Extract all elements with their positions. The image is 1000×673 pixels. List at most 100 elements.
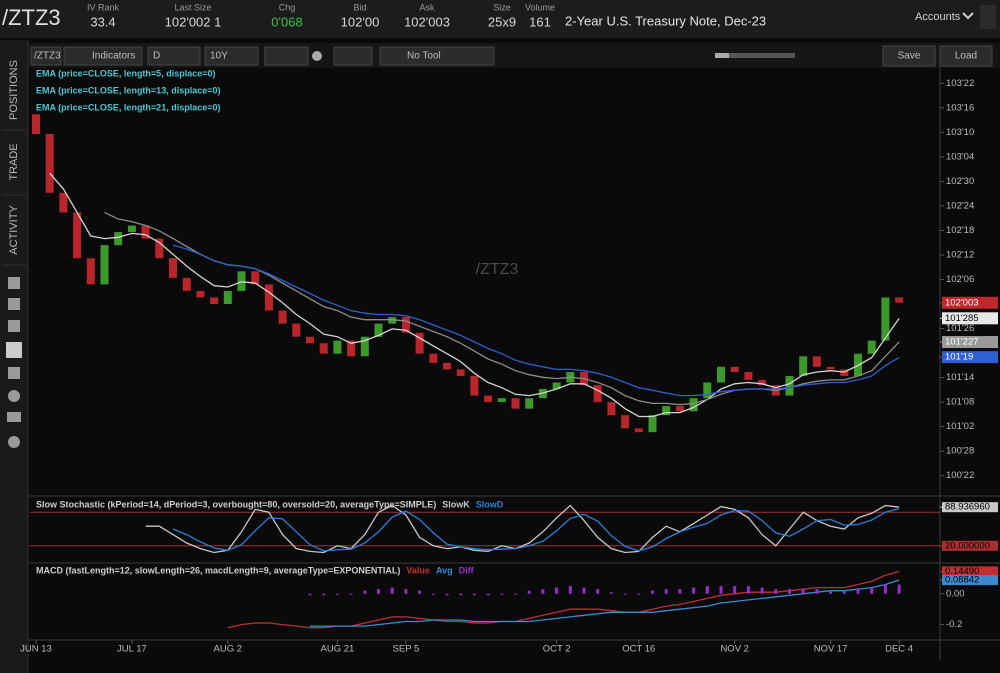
- side-tab[interactable]: TRADE: [8, 143, 20, 180]
- indicators-button[interactable]: [63, 46, 143, 66]
- settings-gear[interactable]: [312, 51, 322, 61]
- value-label-box: [942, 540, 998, 551]
- load-button[interactable]: [939, 45, 993, 67]
- field-value: 161: [529, 14, 551, 29]
- histogram-bar: [760, 587, 764, 594]
- histogram-bar: [527, 590, 531, 594]
- candle: [319, 343, 328, 354]
- save-button[interactable]: [882, 45, 936, 67]
- value-label: 0.14490: [945, 566, 979, 577]
- icon[interactable]: [8, 436, 20, 448]
- candle: [812, 356, 821, 367]
- price-label: 101'285: [945, 313, 979, 324]
- price-label-box: [942, 351, 998, 364]
- candle: [525, 398, 534, 409]
- icon[interactable]: [8, 277, 20, 289]
- x-tick-label: NOV 17: [814, 644, 848, 655]
- side-tab[interactable]: POSITIONS: [8, 60, 20, 120]
- ema-line: [172, 244, 900, 397]
- plot-layer: JUN 13 JUL 17 AUG 2 AUG 21 SEP 5 OCT 2 OCT 16 N…: [20, 68, 998, 655]
- histogram-bar: [363, 590, 367, 594]
- histogram-bar: [390, 587, 394, 594]
- histogram-bar: [459, 593, 463, 596]
- field-value: 25x9: [488, 14, 516, 29]
- candle: [511, 398, 520, 409]
- y-tick-label: 101'26: [946, 323, 974, 334]
- icon[interactable]: [8, 390, 20, 402]
- accounts-arrow[interactable]: [962, 12, 974, 20]
- histogram-bar: [568, 586, 572, 594]
- histogram-bar: [897, 584, 901, 594]
- aggregation-select[interactable]: [147, 46, 201, 66]
- icon[interactable]: [8, 320, 20, 332]
- indicators-label[interactable]: Indicators: [92, 51, 135, 62]
- style-select[interactable]: [264, 46, 309, 66]
- x-tick-label: JUL 17: [117, 644, 147, 655]
- candle: [278, 310, 287, 324]
- timeframe-select[interactable]: [204, 46, 259, 66]
- value-label: 0.08842: [945, 575, 979, 586]
- candle: [607, 402, 616, 416]
- header-bar: [0, 0, 1000, 38]
- histogram-bar: [842, 590, 846, 594]
- histogram-bar: [651, 590, 654, 594]
- symbol-box[interactable]: [30, 46, 62, 66]
- y-tick-label: 103'16: [946, 102, 974, 113]
- accounts-menu[interactable]: Accounts: [915, 11, 961, 23]
- histogram-bar: [746, 586, 750, 594]
- y-tick-label: 0.00: [946, 588, 965, 599]
- icon[interactable]: [6, 342, 22, 358]
- candle: [306, 336, 314, 344]
- symbol: /ZTZ3: [2, 5, 61, 30]
- aggregation[interactable]: D: [153, 51, 160, 62]
- x-tick-label: AUG 21: [321, 644, 355, 655]
- icon[interactable]: [7, 412, 21, 422]
- candle: [799, 356, 808, 376]
- icon[interactable]: [8, 298, 20, 310]
- y-tick-label: 102'30: [946, 176, 974, 187]
- field-label: IV Rank: [87, 2, 120, 12]
- y-tick-label: 100'22: [946, 470, 974, 481]
- candle: [360, 336, 369, 357]
- layout-select[interactable]: [333, 46, 373, 66]
- load-label[interactable]: Load: [955, 51, 977, 62]
- candle: [45, 133, 54, 193]
- icon[interactable]: [8, 367, 20, 379]
- histogram-bar: [486, 593, 490, 596]
- histogram-bar: [815, 589, 819, 594]
- candle: [169, 258, 177, 278]
- histogram-bar: [678, 589, 682, 594]
- side-tab[interactable]: ACTIVITY: [8, 205, 20, 255]
- candle: [744, 372, 753, 380]
- histogram-bar: [322, 593, 326, 596]
- candle: [32, 114, 40, 134]
- study-line: [310, 579, 900, 627]
- legend-entry: SlowK: [442, 499, 470, 509]
- candle: [470, 375, 479, 396]
- drawing-tool[interactable]: No Tool: [407, 51, 441, 62]
- histogram-bar: [664, 589, 668, 594]
- candle: [388, 317, 397, 324]
- save-label[interactable]: Save: [898, 51, 921, 62]
- x-tick-label: JUN 13: [20, 644, 52, 655]
- timeframe[interactable]: 10Y: [210, 51, 228, 62]
- y-tick-label: 101'14: [946, 372, 974, 383]
- candle: [264, 284, 273, 311]
- candle: [840, 369, 849, 376]
- histogram-bar: [377, 589, 380, 594]
- header-divider: [980, 5, 996, 29]
- histogram-bar: [514, 593, 517, 595]
- candle: [347, 340, 356, 357]
- histogram-bar: [883, 584, 887, 594]
- candle: [895, 297, 904, 303]
- value-label-box: [942, 575, 998, 586]
- field-value: 102'00: [341, 14, 380, 29]
- tool-select[interactable]: [379, 46, 495, 66]
- candle: [443, 362, 451, 370]
- candle: [73, 212, 82, 259]
- toolbar-symbol[interactable]: /ZTZ3: [34, 51, 61, 62]
- candle: [648, 415, 657, 433]
- candle: [717, 366, 725, 383]
- candle: [497, 398, 506, 403]
- histogram-bar: [404, 589, 408, 594]
